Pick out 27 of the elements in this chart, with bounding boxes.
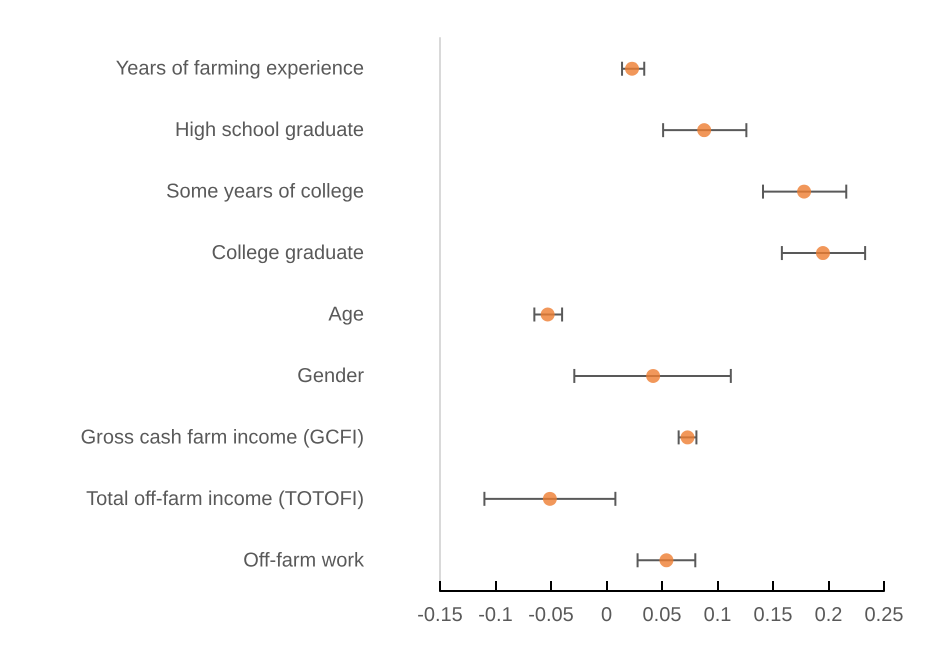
point: [659, 553, 674, 568]
point: [797, 184, 812, 199]
y-tick-label: Some years of college: [166, 180, 364, 203]
y-tick-label: High school graduate: [174, 119, 364, 142]
y-tick-label: Gross cash farm income (GCFI): [80, 426, 364, 448]
point: [540, 308, 555, 322]
x-tick-label: 0.1: [704, 604, 732, 626]
x-tick-label: 0.15: [754, 604, 792, 626]
y-tick-label: Gender: [297, 364, 364, 387]
x-tick-label: 0: [600, 604, 612, 626]
point: [646, 368, 660, 383]
point: [625, 62, 640, 76]
y-tick-label: Age: [328, 304, 364, 326]
x-tick-label: -0.15: [417, 604, 463, 626]
y-tick-label: Off-farm work: [243, 549, 365, 572]
point: [697, 123, 712, 138]
x-tick-label: -0.1: [478, 604, 513, 626]
point: [542, 492, 557, 506]
x-tick-label: 0.2: [814, 604, 842, 626]
x-tick-label: 0.25: [864, 604, 904, 626]
y-tick-label: College graduate: [212, 242, 364, 264]
y-tick-label: Years of farming experience: [116, 58, 364, 80]
x-tick-label: -0.05: [528, 604, 574, 626]
point: [816, 246, 830, 260]
x-tick-label: 0.05: [642, 604, 682, 626]
y-tick-label: Total off-farm income (TOTOFI): [86, 488, 364, 510]
point: [680, 430, 695, 444]
